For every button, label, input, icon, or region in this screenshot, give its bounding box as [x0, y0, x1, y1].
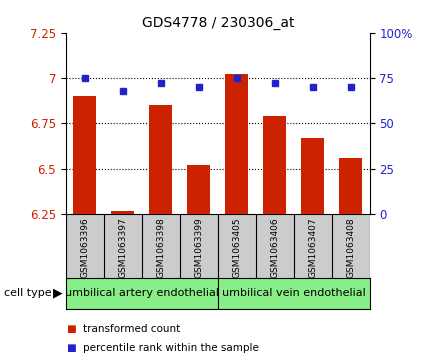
Bar: [225, 74, 248, 214]
Text: transformed count: transformed count: [83, 323, 180, 334]
Bar: [150, 105, 172, 214]
Bar: [339, 158, 362, 214]
Bar: [187, 165, 210, 214]
Text: GSM1063399: GSM1063399: [194, 217, 203, 278]
Text: GSM1063406: GSM1063406: [270, 217, 279, 278]
Bar: [74, 96, 96, 214]
Text: cell type: cell type: [4, 288, 52, 298]
Text: GSM1063397: GSM1063397: [118, 217, 127, 278]
Text: GSM1063396: GSM1063396: [80, 217, 89, 278]
Text: GSM1063407: GSM1063407: [308, 217, 317, 278]
Text: GSM1063408: GSM1063408: [346, 217, 355, 278]
Bar: [301, 138, 324, 214]
Text: GSM1063398: GSM1063398: [156, 217, 165, 278]
Text: ▶: ▶: [53, 287, 62, 299]
Text: percentile rank within the sample: percentile rank within the sample: [83, 343, 259, 354]
Bar: [264, 116, 286, 214]
Bar: [111, 211, 134, 214]
Text: umbilical vein endothelial: umbilical vein endothelial: [222, 288, 366, 298]
Text: umbilical artery endothelial: umbilical artery endothelial: [65, 288, 219, 298]
Text: GSM1063405: GSM1063405: [232, 217, 241, 278]
Text: ■: ■: [66, 323, 76, 334]
Title: GDS4778 / 230306_at: GDS4778 / 230306_at: [142, 16, 294, 30]
Text: ■: ■: [66, 343, 76, 354]
